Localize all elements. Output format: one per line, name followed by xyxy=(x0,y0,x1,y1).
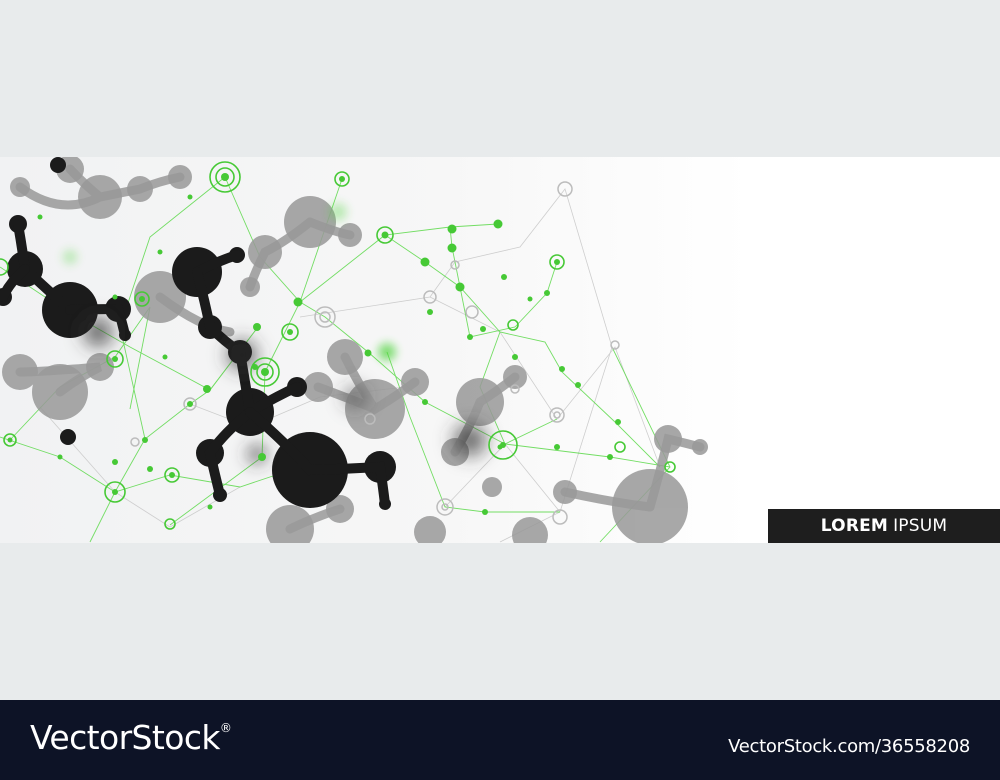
watermark-footer: VectorStock® VectorStock.com/36558208 xyxy=(0,700,1000,780)
label-strong-text: LOREM xyxy=(820,516,889,536)
green-nodes xyxy=(37,194,621,515)
label-light-text: IPSUM xyxy=(893,516,948,536)
green-glow-spots xyxy=(58,198,401,366)
lorem-ipsum-label: LOREM IPSUM xyxy=(768,509,1000,543)
green-ring-nodes xyxy=(0,161,676,530)
brand-name: VectorStock xyxy=(30,718,220,757)
image-id-text: VectorStock.com/36558208 xyxy=(728,736,970,757)
banner-artwork xyxy=(0,157,1000,543)
molecular-network-illustration xyxy=(0,157,708,543)
grey-ring-nodes xyxy=(130,181,620,525)
registered-trademark: ® xyxy=(219,721,232,735)
dark-molecule-links xyxy=(0,219,390,509)
grey-network-lines xyxy=(39,188,661,543)
vectorstock-logo: VectorStock® xyxy=(30,718,232,757)
green-ring-centers xyxy=(7,173,560,495)
